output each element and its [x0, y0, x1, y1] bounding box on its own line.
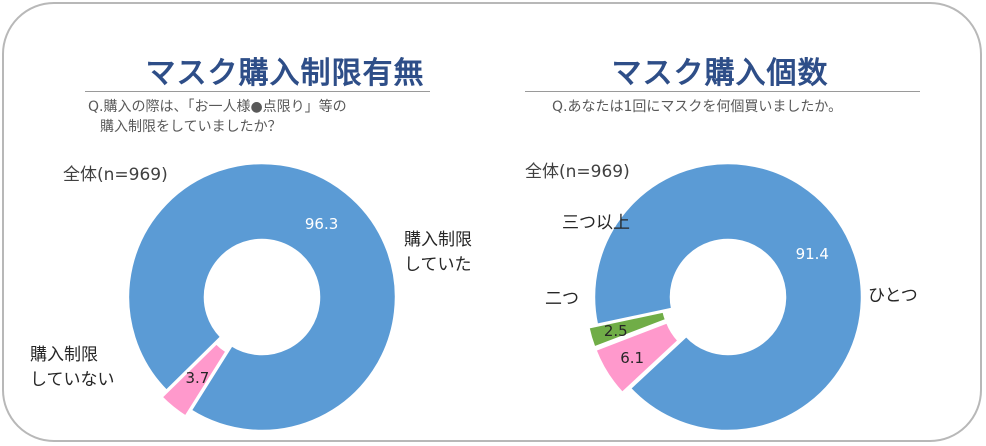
chart1-slice-0 — [592, 161, 864, 433]
left-question-line1: Q.購入の際は、「お一人様●点限り」等の — [88, 99, 347, 115]
chart0-slice-1 — [159, 341, 229, 419]
chart1-value-label-1: 6.1 — [620, 349, 644, 367]
right-cat-label-1: 二つ — [545, 289, 579, 309]
right-question-line1: Q.あなたは1回にマスクを何個買いましたか。 — [552, 99, 843, 115]
chart0-value-label-1: 3.7 — [185, 369, 209, 387]
chart0-slice-0 — [126, 161, 398, 433]
right-title-rule — [525, 91, 920, 92]
chart1-slice-2 — [586, 309, 668, 350]
right-cat-label-0: ひとつ — [868, 286, 918, 306]
left-title-rule — [85, 91, 430, 92]
left-total-label: 全体(n=969) — [63, 165, 168, 185]
left-question-line2: 購入制限をしていましたか？ — [100, 119, 282, 135]
left-cat-label-0: 購入制限 していた — [404, 230, 472, 275]
right-cat-label-2: 三つ以上 — [562, 213, 630, 233]
chart0-value-label-0: 96.3 — [305, 215, 338, 233]
chart1-value-label-2: 2.5 — [604, 322, 628, 340]
chart1-slice-1 — [593, 320, 681, 395]
left-chart-title: マスク購入制限有無 — [145, 56, 425, 91]
chart1-value-label-0: 91.4 — [796, 245, 829, 263]
right-total-label: 全体(n=969) — [525, 162, 630, 182]
right-chart-title: マスク購入個数 — [611, 56, 829, 91]
left-cat-label-1: 購入制限 していない — [30, 345, 115, 390]
